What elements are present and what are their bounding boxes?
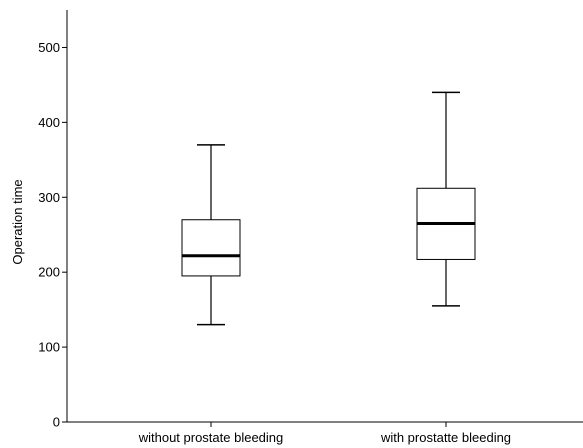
iqr-box: [181, 219, 241, 277]
y-axis-ticks: 0 100 200 300 400 500: [38, 40, 67, 430]
y-axis-title: Operation time: [10, 179, 25, 264]
y-tick-label: 500: [38, 40, 60, 55]
y-tick-label: 400: [38, 115, 60, 130]
box-group: [181, 144, 241, 326]
x-category-label: with prostatte bleeding: [380, 430, 511, 445]
boxes-group: [181, 91, 476, 326]
x-axis-ticks: without prostate bleeding with prostatte …: [138, 422, 511, 445]
y-tick-label: 100: [38, 340, 60, 355]
y-tick-label: 200: [38, 265, 60, 280]
box-group: [416, 91, 476, 307]
y-tick-label: 0: [53, 415, 60, 430]
plot-area: [66, 10, 583, 423]
x-category-label: without prostate bleeding: [138, 430, 284, 445]
y-tick-label: 300: [38, 190, 60, 205]
